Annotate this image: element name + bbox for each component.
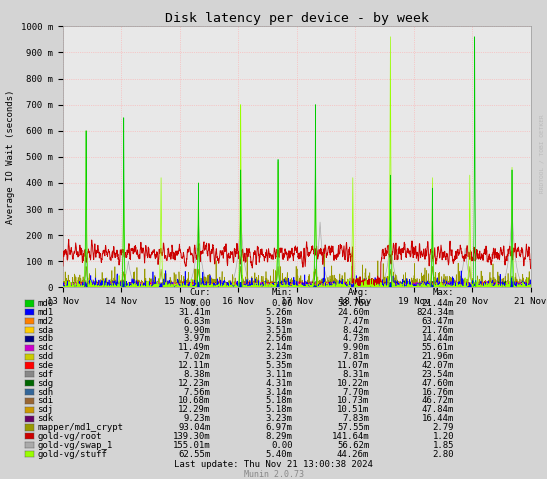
Text: gold-vg/stuff: gold-vg/stuff [37, 450, 107, 458]
Text: 93.04m: 93.04m [178, 423, 211, 432]
Text: 3.23m: 3.23m [266, 352, 293, 361]
Text: 8.42m: 8.42m [342, 326, 369, 334]
Text: 5.18m: 5.18m [266, 405, 293, 414]
Text: 9.23m: 9.23m [184, 414, 211, 423]
Text: 3.51m: 3.51m [266, 326, 293, 334]
Text: 824.34m: 824.34m [416, 308, 454, 317]
Text: 58.76u: 58.76u [337, 299, 369, 308]
Text: sdf: sdf [37, 370, 53, 379]
Text: 46.72m: 46.72m [422, 397, 454, 405]
Text: 23.54m: 23.54m [422, 370, 454, 379]
Text: 2.56m: 2.56m [266, 334, 293, 343]
Text: 10.51m: 10.51m [337, 405, 369, 414]
Text: 21.76m: 21.76m [422, 326, 454, 334]
Text: 8.29m: 8.29m [266, 432, 293, 441]
Text: Min:: Min: [271, 287, 293, 297]
Text: Avg:: Avg: [348, 287, 369, 297]
Text: sdb: sdb [37, 334, 53, 343]
Text: sde: sde [37, 361, 53, 370]
Text: 2.80: 2.80 [433, 450, 454, 458]
Text: 7.83m: 7.83m [342, 414, 369, 423]
Title: Disk latency per device - by week: Disk latency per device - by week [165, 12, 429, 25]
Text: 7.56m: 7.56m [184, 388, 211, 397]
Text: 9.90m: 9.90m [184, 326, 211, 334]
Text: 55.61m: 55.61m [422, 343, 454, 352]
Text: 141.64m: 141.64m [331, 432, 369, 441]
Text: 16.44m: 16.44m [422, 414, 454, 423]
Text: 3.11m: 3.11m [266, 370, 293, 379]
Text: 10.22m: 10.22m [337, 379, 369, 388]
Text: 10.73m: 10.73m [337, 397, 369, 405]
Text: 6.83m: 6.83m [184, 317, 211, 326]
Text: mapper/md1_crypt: mapper/md1_crypt [37, 423, 123, 432]
Text: 62.55m: 62.55m [178, 450, 211, 458]
Text: 0.00: 0.00 [271, 441, 293, 450]
Text: Cur:: Cur: [189, 287, 211, 297]
Text: 14.44m: 14.44m [422, 334, 454, 343]
Text: sdd: sdd [37, 352, 53, 361]
Text: md0: md0 [37, 299, 53, 308]
Text: 4.31m: 4.31m [266, 379, 293, 388]
Text: gold-vg/swap_1: gold-vg/swap_1 [37, 441, 113, 450]
Text: 42.07m: 42.07m [422, 361, 454, 370]
Text: 0.00: 0.00 [189, 299, 211, 308]
Text: 2.14m: 2.14m [266, 343, 293, 352]
Text: 8.31m: 8.31m [342, 370, 369, 379]
Text: 155.01m: 155.01m [173, 441, 211, 450]
Y-axis label: Average IO Wait (seconds): Average IO Wait (seconds) [7, 90, 15, 224]
Text: sdk: sdk [37, 414, 53, 423]
Text: 7.81m: 7.81m [342, 352, 369, 361]
Text: sda: sda [37, 326, 53, 334]
Text: 12.29m: 12.29m [178, 405, 211, 414]
Text: 0.00: 0.00 [271, 299, 293, 308]
Text: 12.23m: 12.23m [178, 379, 211, 388]
Text: 5.18m: 5.18m [266, 397, 293, 405]
Text: 11.07m: 11.07m [337, 361, 369, 370]
Text: 3.18m: 3.18m [266, 317, 293, 326]
Text: sdh: sdh [37, 388, 53, 397]
Text: 6.97m: 6.97m [266, 423, 293, 432]
Text: Last update: Thu Nov 21 13:00:38 2024: Last update: Thu Nov 21 13:00:38 2024 [174, 460, 373, 469]
Text: 7.02m: 7.02m [184, 352, 211, 361]
Text: RRDTOOL / TOBI OETKER: RRDTOOL / TOBI OETKER [539, 114, 544, 193]
Text: 5.26m: 5.26m [266, 308, 293, 317]
Text: 63.47m: 63.47m [422, 317, 454, 326]
Text: 3.97m: 3.97m [184, 334, 211, 343]
Text: 16.76m: 16.76m [422, 388, 454, 397]
Text: 5.40m: 5.40m [266, 450, 293, 458]
Text: 5.35m: 5.35m [266, 361, 293, 370]
Text: 7.70m: 7.70m [342, 388, 369, 397]
Text: 9.90m: 9.90m [342, 343, 369, 352]
Text: 2.79: 2.79 [433, 423, 454, 432]
Text: 31.41m: 31.41m [178, 308, 211, 317]
Text: 57.55m: 57.55m [337, 423, 369, 432]
Text: 4.73m: 4.73m [342, 334, 369, 343]
Text: 139.30m: 139.30m [173, 432, 211, 441]
Text: md2: md2 [37, 317, 53, 326]
Text: sdj: sdj [37, 405, 53, 414]
Text: 21.96m: 21.96m [422, 352, 454, 361]
Text: 56.62m: 56.62m [337, 441, 369, 450]
Text: Munin 2.0.73: Munin 2.0.73 [243, 470, 304, 479]
Text: 47.60m: 47.60m [422, 379, 454, 388]
Text: 24.60m: 24.60m [337, 308, 369, 317]
Text: sdg: sdg [37, 379, 53, 388]
Text: 1.85: 1.85 [433, 441, 454, 450]
Text: sdc: sdc [37, 343, 53, 352]
Text: Max:: Max: [433, 287, 454, 297]
Text: sdi: sdi [37, 397, 53, 405]
Text: 3.23m: 3.23m [266, 414, 293, 423]
Text: 47.84m: 47.84m [422, 405, 454, 414]
Text: 1.20: 1.20 [433, 432, 454, 441]
Text: 44.26m: 44.26m [337, 450, 369, 458]
Text: gold-vg/root: gold-vg/root [37, 432, 102, 441]
Text: 3.14m: 3.14m [266, 388, 293, 397]
Text: 10.68m: 10.68m [178, 397, 211, 405]
Text: 21.44m: 21.44m [422, 299, 454, 308]
Text: 8.38m: 8.38m [184, 370, 211, 379]
Text: md1: md1 [37, 308, 53, 317]
Text: 7.47m: 7.47m [342, 317, 369, 326]
Text: 11.49m: 11.49m [178, 343, 211, 352]
Text: 12.11m: 12.11m [178, 361, 211, 370]
